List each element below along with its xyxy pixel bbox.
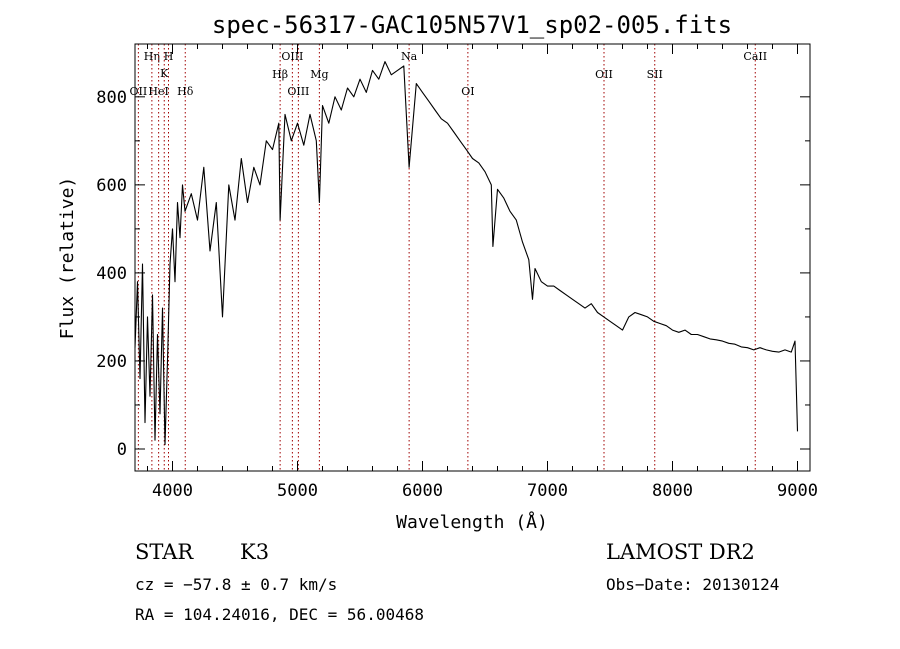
y-tick-label: 400 bbox=[96, 264, 127, 284]
spectrum-line-0 bbox=[134, 61, 799, 446]
object-class: STAR bbox=[135, 540, 194, 564]
chart-title: spec-56317-GAC105N57V1_sp02-005.fits bbox=[212, 11, 732, 39]
x-tick-label: 4000 bbox=[152, 481, 193, 501]
y-tick-label: 600 bbox=[96, 176, 127, 196]
object-subclass: K3 bbox=[240, 540, 269, 564]
x-tick-label: 6000 bbox=[402, 481, 443, 501]
line-label-7: OIII bbox=[281, 50, 303, 63]
y-axis-label: Flux (relative) bbox=[57, 177, 78, 340]
line-label-3: K bbox=[160, 67, 169, 80]
line-label-1: Hη bbox=[144, 50, 160, 63]
x-tick-label: 9000 bbox=[777, 481, 818, 501]
spectrum-series bbox=[134, 61, 799, 446]
survey-name: LAMOST DR2 bbox=[606, 540, 755, 564]
line-label-9: Mg bbox=[310, 68, 328, 81]
line-label-6: Hβ bbox=[272, 68, 288, 81]
redshift-text: cz = −57.8 ± 0.7 km/s bbox=[135, 575, 337, 594]
line-label-2: HeI bbox=[148, 85, 168, 98]
line-label-11: OI bbox=[461, 85, 474, 98]
obs-date: Obs−Date: 20130124 bbox=[606, 575, 779, 594]
line-label-12: OII bbox=[595, 68, 613, 81]
line-label-4: H bbox=[164, 50, 174, 63]
axis-ticks: 4000 5000 6000 7000 8000 9000 0 200 400 600 800 bbox=[96, 44, 818, 501]
x-tick-label: 8000 bbox=[652, 481, 693, 501]
line-label-14: CaII bbox=[743, 50, 767, 63]
x-tick-label: 7000 bbox=[527, 481, 568, 501]
y-tick-label: 200 bbox=[96, 352, 127, 372]
plot-frame bbox=[134, 43, 811, 472]
y-tick-label: 0 bbox=[117, 440, 127, 460]
coordinates: RA = 104.24016, DEC = 56.00468 bbox=[135, 605, 424, 624]
y-tick-label: 800 bbox=[96, 88, 127, 108]
line-label-13: SII bbox=[647, 68, 663, 81]
line-label-10: Na bbox=[401, 50, 418, 63]
x-tick-label: 5000 bbox=[277, 481, 318, 501]
line-label-8: OIII bbox=[287, 85, 309, 98]
line-label-0: OII bbox=[130, 85, 148, 98]
x-axis-label: Wavelength (Å) bbox=[396, 511, 548, 533]
line-label-5: Hδ bbox=[177, 85, 194, 98]
